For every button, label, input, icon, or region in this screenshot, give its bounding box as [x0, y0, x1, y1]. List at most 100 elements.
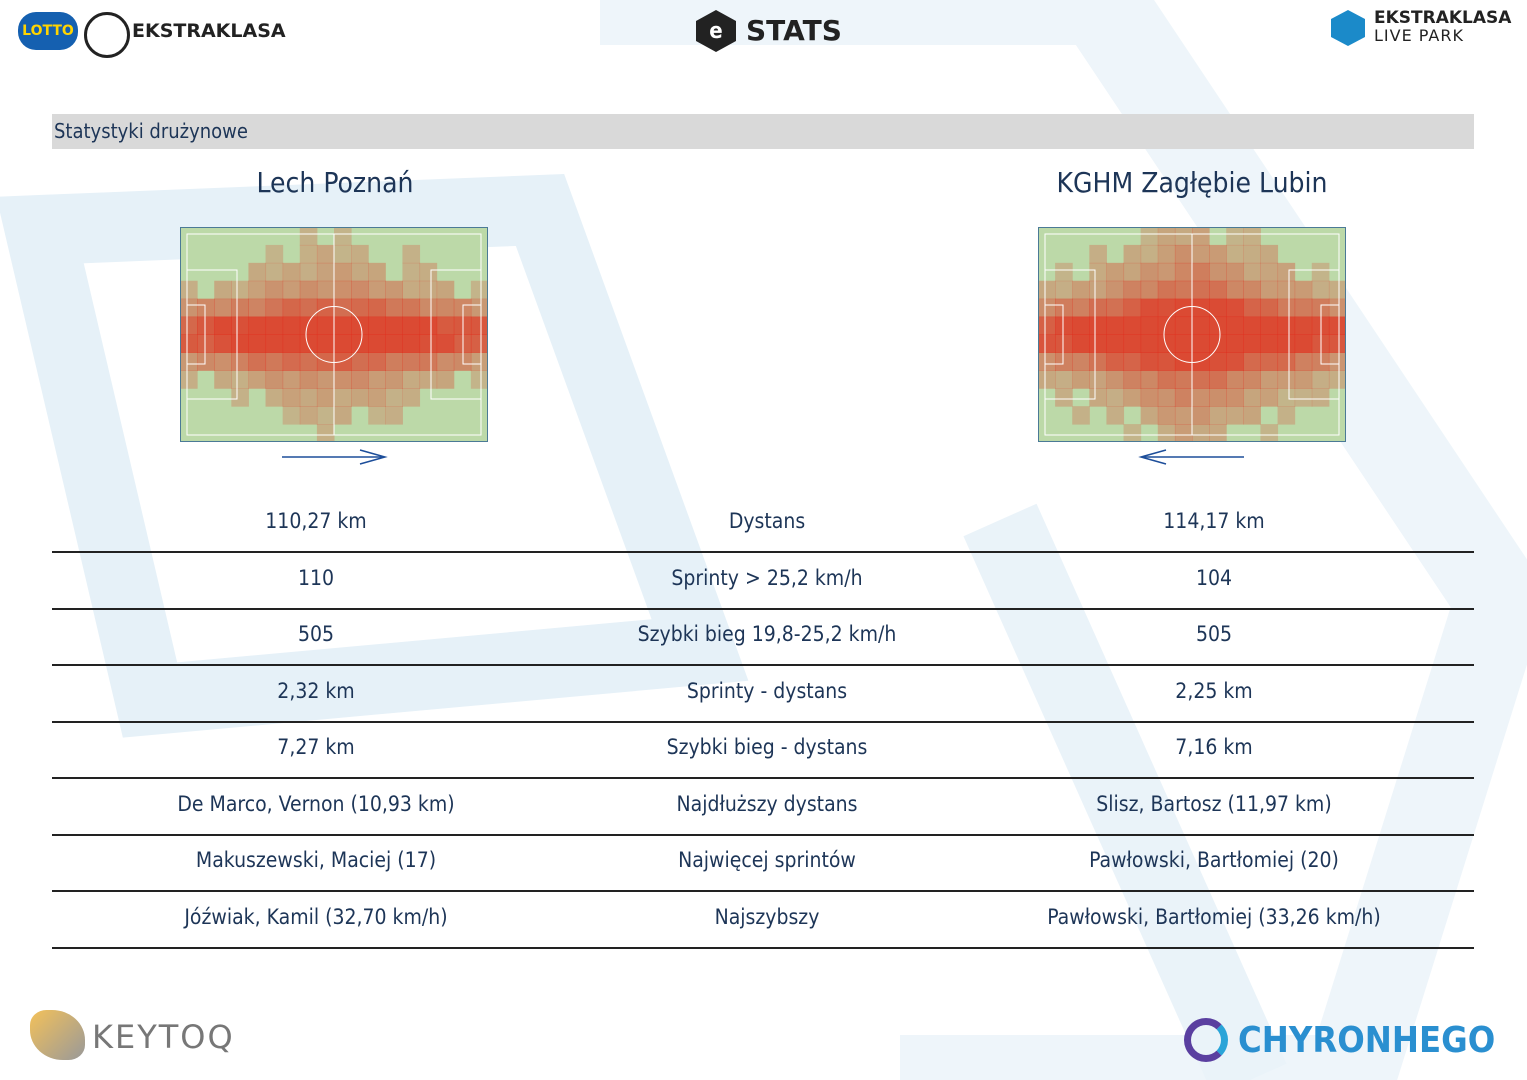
- heat-cell: [351, 388, 369, 407]
- pitch-line: [1044, 304, 1064, 365]
- heat-cell: [385, 406, 403, 425]
- heat-cell: [1277, 334, 1296, 353]
- heat-cell: [1038, 280, 1056, 300]
- heat-cell: [180, 280, 198, 300]
- section-title: Statystyki drużynowe: [54, 119, 248, 143]
- heat-cell: [299, 316, 318, 335]
- team-name: KGHM Zagłębie Lubin: [1056, 166, 1328, 199]
- heat-cell: [385, 388, 403, 407]
- direction-arrow: [282, 449, 388, 465]
- heat-cell: [1192, 334, 1210, 353]
- heat-cell: [1192, 370, 1210, 389]
- heat-cell: [282, 316, 301, 335]
- heat-cell: [265, 334, 284, 353]
- heat-cell: [368, 334, 386, 353]
- pitch-line: [1163, 306, 1221, 363]
- table-cell: 505: [1195, 622, 1233, 646]
- heat-cell: [1174, 244, 1193, 264]
- heat-cell: [1089, 244, 1107, 264]
- heat-cell: [1123, 424, 1142, 442]
- table-cell: Sprinty - dystans: [686, 678, 848, 703]
- heat-cell: [1140, 334, 1159, 353]
- heat-cell: [1089, 334, 1107, 353]
- heat-cell: [1140, 406, 1159, 425]
- heat-cell: [1209, 298, 1227, 318]
- heat-cell: [248, 370, 267, 389]
- heat-cell: [1243, 406, 1261, 425]
- heat-cell: [1055, 262, 1073, 282]
- heat-cell: [1260, 316, 1279, 335]
- heat-cell: [1055, 316, 1073, 335]
- pitch-line: [186, 304, 206, 365]
- heat-cell: [299, 352, 318, 371]
- left-logo: EKSTRAKLASA: [132, 20, 286, 42]
- heat-cell: [1174, 316, 1193, 335]
- heat-cell: [1260, 388, 1279, 407]
- heat-cell: [334, 316, 352, 335]
- heat-cell: [1055, 388, 1073, 407]
- heat-cell: [334, 227, 352, 246]
- heat-cell: [351, 316, 369, 335]
- heat-cell: [1055, 352, 1073, 371]
- heat-cell: [248, 316, 267, 335]
- heat-cell: [1260, 298, 1279, 318]
- heat-cell: [1226, 280, 1244, 300]
- heat-cell: [419, 352, 438, 371]
- heat-cell: [436, 352, 455, 371]
- heat-cell: [180, 334, 198, 353]
- heat-cell: [1192, 316, 1210, 335]
- heat-cell: [368, 388, 386, 407]
- heat-cell: [265, 370, 284, 389]
- table-row: 7,27 km Szybki bieg - dystans 7,16 km: [52, 721, 1474, 779]
- heat-cell: [1243, 388, 1261, 407]
- heat-cell: [316, 406, 335, 425]
- svg-text:e: e: [709, 19, 722, 44]
- heat-cell: [1260, 244, 1279, 264]
- heat-cell: [419, 262, 438, 282]
- heat-cell: [1123, 280, 1142, 300]
- table-row: 2,32 km Sprinty - dystans 2,25 km: [52, 665, 1474, 723]
- heat-cell: [1072, 298, 1090, 318]
- footer-left: KEYTOQ: [92, 1018, 235, 1056]
- heat-cell: [1226, 227, 1244, 246]
- heat-cell: [1157, 262, 1176, 282]
- heat-cell: [1294, 298, 1313, 318]
- heat-cell: [1174, 406, 1193, 425]
- heat-cell: [1294, 280, 1313, 300]
- heat-cell: [1089, 388, 1107, 407]
- heat-cell: [316, 388, 335, 407]
- heat-cell: [197, 352, 215, 371]
- heat-cell: [1294, 370, 1313, 389]
- heat-cell: [1226, 298, 1244, 318]
- heat-cell: [1243, 370, 1261, 389]
- heat-cell: [1294, 316, 1313, 335]
- chyron-icon: [1184, 1018, 1228, 1062]
- heat-cell: [351, 262, 369, 282]
- heat-cell: [351, 298, 369, 318]
- heat-cell: [316, 244, 335, 264]
- heat-cell: [1174, 280, 1193, 300]
- table-cell: Najszybszy: [714, 904, 820, 929]
- pitch-line: [1320, 304, 1340, 365]
- heat-cell: [1243, 227, 1261, 246]
- heat-cell: [231, 388, 249, 407]
- table-row: Jóźwiak, Kamil (32,70 km/h) Najszybszy Paw…: [52, 891, 1474, 949]
- heat-cell: [368, 370, 386, 389]
- heat-cell: [1140, 388, 1159, 407]
- heat-cell: [1123, 334, 1142, 353]
- heat-cell: [1157, 316, 1176, 335]
- heat-cell: [1089, 370, 1107, 389]
- heat-cell: [1260, 424, 1279, 442]
- heat-cell: [282, 262, 301, 282]
- heat-cell: [248, 352, 267, 371]
- heat-cell: [1140, 298, 1159, 318]
- heat-cell: [1328, 298, 1346, 318]
- heat-cell: [180, 370, 198, 389]
- heat-cell: [1243, 262, 1261, 282]
- heat-cell: [402, 262, 421, 282]
- heat-cell: [1311, 370, 1330, 389]
- heat-cell: [1328, 334, 1346, 353]
- heat-cell: [316, 370, 335, 389]
- heat-cell: [299, 406, 318, 425]
